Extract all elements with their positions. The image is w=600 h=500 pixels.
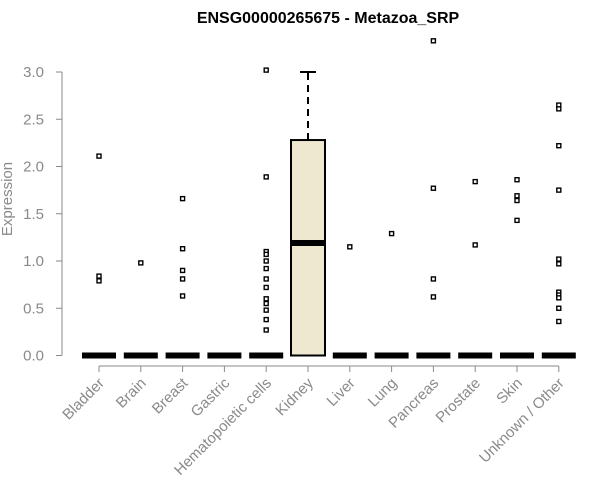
outlier-point xyxy=(430,38,437,44)
box-group xyxy=(165,195,200,359)
outlier-point xyxy=(263,284,269,291)
outlier-point xyxy=(347,244,353,250)
box-group xyxy=(82,153,116,359)
outlier-point xyxy=(388,230,395,237)
outlier-point xyxy=(430,276,437,282)
outlier-point xyxy=(556,187,562,193)
box xyxy=(290,139,326,357)
outlier-point xyxy=(263,296,269,302)
box-group xyxy=(123,260,158,359)
box-group xyxy=(416,38,451,359)
outlier-point xyxy=(263,174,269,180)
box-group xyxy=(500,177,534,359)
outlier-point xyxy=(514,197,520,204)
box-group xyxy=(458,178,493,359)
outlier-point xyxy=(179,195,186,202)
x-tick-label: Kidney xyxy=(272,374,317,419)
outlier-point xyxy=(96,153,102,159)
x-tick-label: Prostate xyxy=(432,375,484,427)
outlier-point xyxy=(514,217,520,224)
outlier-point xyxy=(263,258,269,264)
outlier-point xyxy=(96,278,102,284)
y-tick-label: 0.5 xyxy=(23,300,44,317)
y-tick-label: 1.0 xyxy=(23,253,44,270)
outlier-point xyxy=(556,261,562,267)
x-tick-label: Breast xyxy=(149,374,192,417)
x-tick-label: Brain xyxy=(113,375,150,412)
outlier-point xyxy=(96,273,102,279)
x-tick-label: Skin xyxy=(493,375,526,408)
outlier-point xyxy=(179,276,186,282)
outlier-point xyxy=(263,300,269,307)
outlier-point xyxy=(263,251,269,258)
outlier-point xyxy=(263,276,269,282)
outlier-point xyxy=(472,178,478,185)
outlier-point xyxy=(514,193,520,199)
box-group xyxy=(290,71,326,357)
outlier-point xyxy=(263,67,269,73)
outlier-point xyxy=(556,295,562,301)
y-axis: 0.0 0.5 1.0 1.5 2.0 2.5 3.0 xyxy=(23,64,63,365)
y-tick-label: 2.0 xyxy=(23,159,44,176)
y-tick-label: 0.0 xyxy=(23,348,44,365)
outlier-point xyxy=(556,143,562,149)
box-group xyxy=(541,102,576,359)
outlier-point xyxy=(179,246,186,252)
y-tick-label: 1.5 xyxy=(23,206,44,223)
x-tick-label: Bladder xyxy=(59,375,108,424)
outlier-point xyxy=(179,293,186,299)
outlier-point xyxy=(556,318,562,325)
outlier-point xyxy=(556,106,562,112)
outlier-point xyxy=(263,316,269,323)
outlier-point xyxy=(430,294,437,300)
box-group xyxy=(332,244,367,359)
y-tick-label: 3.0 xyxy=(23,64,44,81)
x-tick-label: Liver xyxy=(324,375,359,410)
box-group xyxy=(374,230,409,359)
outlier-point xyxy=(430,185,437,191)
box-group xyxy=(249,67,284,359)
chart-title: ENSG00000265675 - Metazoa_SRP xyxy=(197,10,460,27)
outlier-point xyxy=(556,256,562,262)
outlier-point xyxy=(514,177,520,183)
y-axis-label: Expression xyxy=(0,162,16,236)
outlier-point xyxy=(179,267,186,274)
outlier-point xyxy=(263,327,269,333)
plot-area xyxy=(82,38,576,359)
x-tick-label: Lung xyxy=(365,375,401,411)
outlier-point xyxy=(138,260,144,266)
outlier-point xyxy=(472,242,478,248)
y-tick-label: 2.5 xyxy=(23,111,44,128)
outlier-point xyxy=(263,307,269,313)
outlier-point xyxy=(556,305,562,311)
outlier-point xyxy=(263,265,269,272)
